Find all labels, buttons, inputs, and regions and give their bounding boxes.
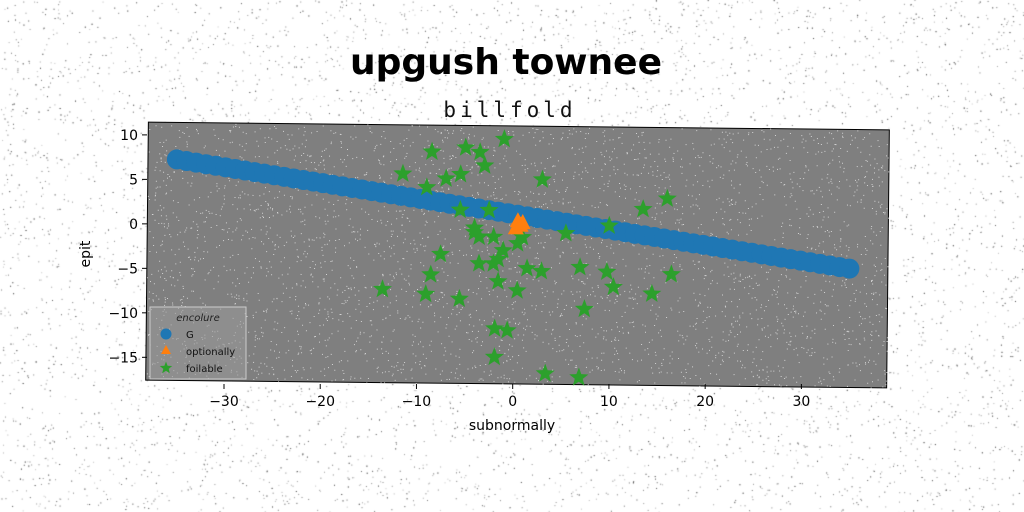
point-foilable xyxy=(657,188,677,207)
y-tick-label: −5 xyxy=(117,261,138,277)
x-tick-label: 30 xyxy=(792,394,810,410)
point-foilable xyxy=(475,155,495,174)
point-foilable xyxy=(597,261,617,281)
point-foilable xyxy=(570,257,590,276)
y-tick-label: 10 xyxy=(120,128,138,144)
point-foilable xyxy=(517,258,537,277)
point-foilable xyxy=(633,199,653,218)
point-foilable xyxy=(535,363,555,382)
point-foilable xyxy=(417,177,437,196)
legend-label-foilable: foilable xyxy=(186,364,223,375)
point-foilable xyxy=(532,169,552,188)
point-foilable xyxy=(488,271,508,290)
point-foilable xyxy=(422,141,442,160)
plot-noise xyxy=(146,123,890,389)
point-foilable xyxy=(485,318,505,337)
legend-title: encolure xyxy=(176,313,220,324)
chart-subtitle: billfold xyxy=(443,98,576,122)
point-foilable xyxy=(493,240,513,259)
legend-label-optionally: optionally xyxy=(186,347,235,358)
y-tick-label: 0 xyxy=(129,217,138,233)
point-foilable xyxy=(456,137,476,156)
point-foilable xyxy=(393,163,413,182)
point-foilable xyxy=(513,227,533,246)
legend-marker-foilable xyxy=(159,361,173,374)
point-foilable xyxy=(436,168,456,187)
legend: encolure G optionally foilable xyxy=(149,306,247,380)
point-foilable xyxy=(569,367,589,386)
point-foilable xyxy=(494,129,514,148)
point-foilable xyxy=(470,142,490,161)
point-foilable xyxy=(507,280,527,299)
point-foilable xyxy=(416,284,436,303)
point-G xyxy=(839,258,860,279)
point-foilable xyxy=(469,226,489,245)
point-foilable xyxy=(599,215,619,234)
point-foilable xyxy=(372,279,392,298)
point-foilable xyxy=(483,253,503,272)
y-axis-ticks: 10 5 0 −5 −10 −15 xyxy=(108,128,147,366)
point-foilable xyxy=(449,288,469,308)
point-foilable xyxy=(484,226,504,246)
point-foilable xyxy=(642,283,662,302)
x-tick-label: 10 xyxy=(600,394,618,410)
series-G xyxy=(166,149,860,279)
y-tick-label: 5 xyxy=(129,172,138,188)
point-optionally xyxy=(514,214,531,230)
point-foilable xyxy=(603,277,623,296)
point-foilable xyxy=(479,200,499,219)
point-foilable xyxy=(661,264,681,283)
point-foilable xyxy=(556,223,576,242)
y-tick-label: −15 xyxy=(108,350,138,366)
chart-title: upgush townee xyxy=(350,42,662,83)
point-foilable xyxy=(497,320,517,339)
plot-speckles xyxy=(146,123,890,389)
point-foilable xyxy=(469,253,489,272)
y-axis-label: epit xyxy=(78,240,94,267)
series-foilable xyxy=(372,129,681,386)
chart-title-group: upgush townee billfold xyxy=(350,42,662,122)
series-optionally xyxy=(507,212,531,235)
x-tick-label: 20 xyxy=(696,394,714,410)
legend-label-G: G xyxy=(186,330,194,341)
x-tick-label: −20 xyxy=(305,394,335,410)
legend-marker-G xyxy=(160,328,172,340)
point-foilable xyxy=(450,199,470,219)
x-tick-label: −10 xyxy=(402,394,432,410)
point-foilable xyxy=(464,222,484,241)
point-foilable xyxy=(488,249,508,268)
x-axis-ticks: −30 −20 −10 0 10 20 30 xyxy=(209,384,810,410)
point-foilable xyxy=(574,299,594,318)
legend-marker-optionally xyxy=(161,345,171,354)
x-tick-label: −30 xyxy=(209,394,239,410)
y-tick-label: −10 xyxy=(108,306,138,322)
point-foilable xyxy=(484,347,504,366)
point-foilable xyxy=(451,164,471,183)
plot-area xyxy=(145,121,890,389)
point-foilable xyxy=(508,233,528,252)
x-axis-label: subnormally xyxy=(469,418,555,434)
point-foilable xyxy=(421,264,441,283)
point-foilable xyxy=(431,244,451,263)
point-foilable xyxy=(531,261,551,280)
x-tick-label: 0 xyxy=(508,394,517,410)
